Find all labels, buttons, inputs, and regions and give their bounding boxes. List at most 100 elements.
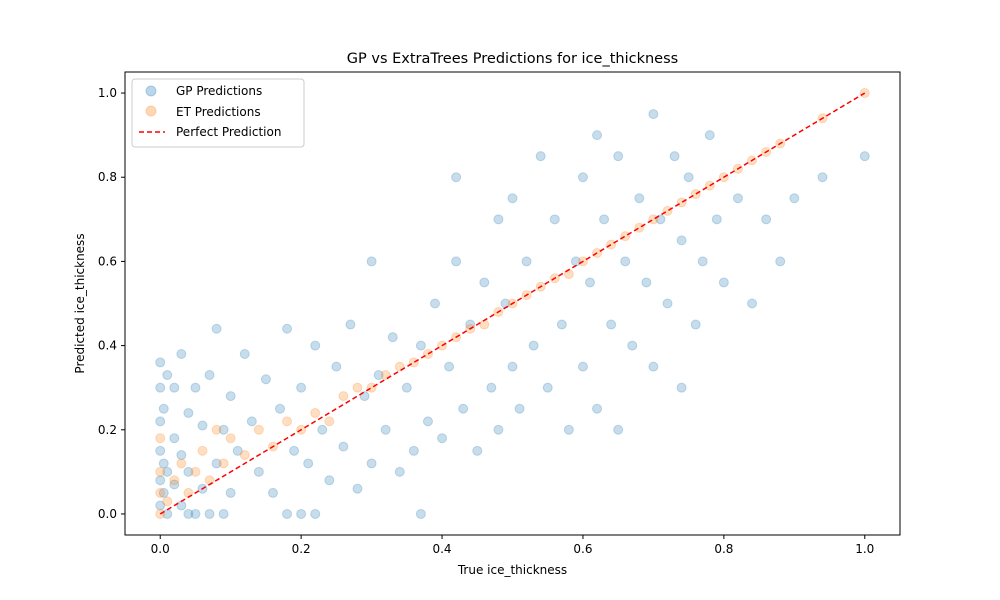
gp-point xyxy=(225,487,236,498)
et-point xyxy=(338,391,349,402)
gp-point xyxy=(183,407,194,418)
gp-point xyxy=(176,500,187,511)
legend-label-perfect: Perfect Prediction xyxy=(176,125,281,139)
y-tick-label: 0.4 xyxy=(98,339,117,353)
gp-point xyxy=(542,382,553,393)
gp-point xyxy=(155,445,166,456)
y-axis-label: Predicted ice_thickness xyxy=(73,233,87,373)
gp-point xyxy=(775,256,786,267)
gp-point xyxy=(817,172,828,183)
et-point xyxy=(620,231,631,242)
gp-point xyxy=(282,508,293,519)
gp-point xyxy=(704,130,715,141)
et-point xyxy=(606,239,617,250)
gp-point xyxy=(451,256,462,267)
gp-point xyxy=(613,151,624,162)
gp-point xyxy=(158,487,169,498)
gp-point xyxy=(648,361,659,372)
gp-point xyxy=(676,382,687,393)
x-axis-label: True ice_thickness xyxy=(457,563,567,577)
gp-point xyxy=(260,374,271,385)
gp-point xyxy=(211,323,222,334)
gp-point xyxy=(549,214,560,225)
gp-point xyxy=(458,403,469,414)
et-point xyxy=(676,197,687,208)
gp-point xyxy=(415,340,426,351)
gp-point xyxy=(690,319,701,330)
et-point xyxy=(155,466,166,477)
gp-point xyxy=(486,382,497,393)
gp-point xyxy=(556,319,567,330)
gp-point xyxy=(155,382,166,393)
et-point xyxy=(408,357,419,368)
gp-point xyxy=(479,277,490,288)
legend: GP Predictions ET Predictions Perfect Pr… xyxy=(131,78,305,148)
y-tick-label: 0.0 xyxy=(98,507,117,521)
gp-point xyxy=(232,445,243,456)
et-point xyxy=(422,349,433,360)
gp-point xyxy=(352,483,363,494)
et-point xyxy=(211,424,222,435)
legend-frame xyxy=(131,78,305,148)
gp-point xyxy=(338,441,349,452)
gp-point xyxy=(514,403,525,414)
gp-point xyxy=(599,214,610,225)
gp-point xyxy=(634,193,645,204)
gp-point xyxy=(732,193,743,204)
gp-point xyxy=(296,508,307,519)
gp-point xyxy=(169,433,180,444)
gp-point xyxy=(387,332,398,343)
gp-point xyxy=(253,466,264,477)
gp-point xyxy=(789,193,800,204)
gp-point xyxy=(415,508,426,519)
et-point xyxy=(662,205,673,216)
gp-point xyxy=(521,256,532,267)
gp-point xyxy=(648,109,659,120)
gp-point xyxy=(592,403,603,414)
gp-point xyxy=(577,172,588,183)
gp-point xyxy=(408,445,419,456)
reference-line-layer xyxy=(159,92,866,515)
gp-point xyxy=(627,340,638,351)
et-point xyxy=(282,416,293,427)
x-tick-label: 0.0 xyxy=(151,542,170,556)
y-tick-label: 0.6 xyxy=(98,254,117,268)
gp-point xyxy=(303,458,314,469)
et-point xyxy=(218,458,229,469)
gp-point xyxy=(676,235,687,246)
gp-point xyxy=(747,298,758,309)
gp-point xyxy=(162,370,173,381)
gp-point xyxy=(401,382,412,393)
et-point xyxy=(479,319,490,330)
legend-marker-gp xyxy=(145,85,157,97)
et-point xyxy=(169,475,180,486)
et-point xyxy=(352,382,363,393)
gp-point xyxy=(451,172,462,183)
gp-point xyxy=(592,130,603,141)
gp-point xyxy=(282,323,293,334)
et-point xyxy=(155,433,166,444)
plot-frame xyxy=(124,71,901,536)
gp-point xyxy=(218,424,229,435)
gp-point xyxy=(176,450,187,461)
gp-point xyxy=(289,445,300,456)
et-point xyxy=(648,214,659,225)
gp-point xyxy=(761,214,772,225)
gp-point xyxy=(394,466,405,477)
et-point xyxy=(239,450,250,461)
gp-point xyxy=(606,319,617,330)
perfect-prediction-line xyxy=(159,92,866,515)
et-point xyxy=(366,382,377,393)
et-point xyxy=(162,496,173,507)
gp-point xyxy=(697,256,708,267)
legend-label-gp: GP Predictions xyxy=(176,84,262,98)
x-tick-label: 1.0 xyxy=(855,542,874,556)
et-point xyxy=(690,189,701,200)
et-point xyxy=(176,458,187,469)
gp-point xyxy=(310,340,321,351)
gp-point xyxy=(183,508,194,519)
gp-point xyxy=(158,403,169,414)
gp-point xyxy=(155,475,166,486)
gp-point xyxy=(158,458,169,469)
